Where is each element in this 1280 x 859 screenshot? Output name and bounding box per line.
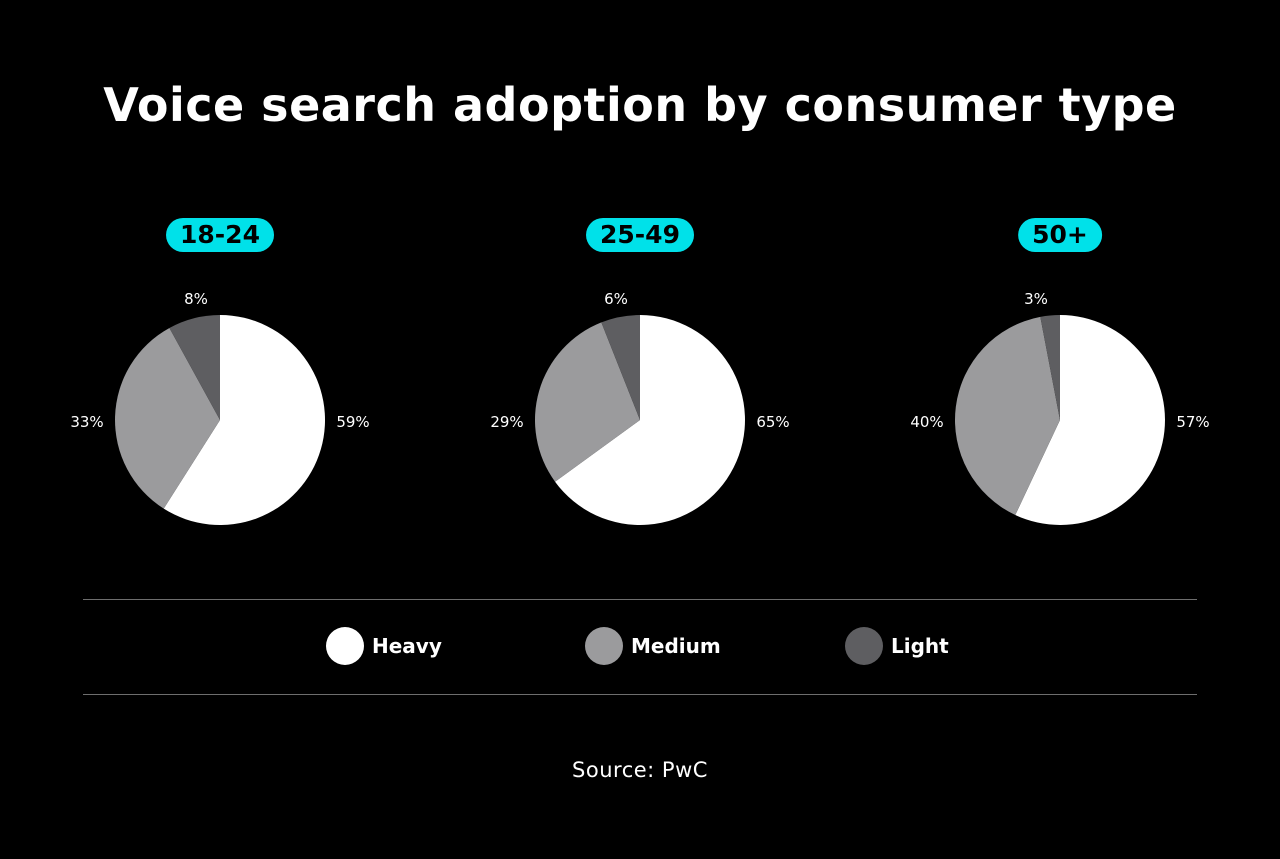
pie-chart-25-49: 25-49 65% 29% 6%	[430, 218, 850, 548]
data-label-light: 6%	[604, 290, 628, 308]
data-label-medium: 33%	[70, 413, 103, 431]
legend-item-light: Light	[845, 627, 949, 665]
data-label-light: 8%	[184, 290, 208, 308]
pie-svg: 65% 29% 6%	[490, 290, 790, 525]
data-label-heavy: 65%	[756, 413, 789, 431]
pie-slice-heavy	[555, 315, 745, 525]
pie-slice-medium	[115, 327, 220, 509]
pie-slice-medium	[534, 322, 640, 482]
pie-slice-light	[1040, 315, 1060, 420]
source-note: Source: PwC	[572, 758, 708, 782]
legend-label: Heavy	[372, 634, 442, 658]
data-label-heavy: 57%	[1176, 413, 1209, 431]
pie-slice-light	[169, 315, 220, 420]
pie-slice-heavy	[1015, 315, 1165, 525]
age-group-badge: 18-24	[166, 218, 274, 252]
legend-bottom-divider	[83, 694, 1197, 695]
data-label-heavy: 59%	[336, 413, 369, 431]
legend-label: Light	[891, 634, 949, 658]
pie-svg: 59% 33% 8%	[70, 290, 370, 525]
pie-chart-18-24: 18-24 59% 33% 8%	[10, 218, 430, 548]
pie-slice-heavy	[163, 315, 326, 525]
legend-label: Medium	[631, 634, 721, 658]
age-group-badge: 25-49	[586, 218, 694, 252]
data-label-medium: 40%	[910, 413, 943, 431]
legend-item-medium: Medium	[585, 627, 721, 665]
data-label-light: 3%	[1024, 290, 1048, 308]
chart-title: Voice search adoption by consumer type	[103, 78, 1177, 132]
medium-swatch-icon	[585, 627, 623, 665]
legend-item-heavy: Heavy	[326, 627, 442, 665]
pie-slice-medium	[954, 316, 1060, 516]
age-group-badge: 50+	[1018, 218, 1102, 252]
pie-chart-50-plus: 50+ 57% 40% 3%	[850, 218, 1270, 548]
data-label-medium: 29%	[490, 413, 523, 431]
heavy-swatch-icon	[326, 627, 364, 665]
light-swatch-icon	[845, 627, 883, 665]
pie-slice-light	[601, 315, 640, 420]
pie-svg: 57% 40% 3%	[910, 290, 1210, 525]
legend-top-divider	[83, 599, 1197, 600]
